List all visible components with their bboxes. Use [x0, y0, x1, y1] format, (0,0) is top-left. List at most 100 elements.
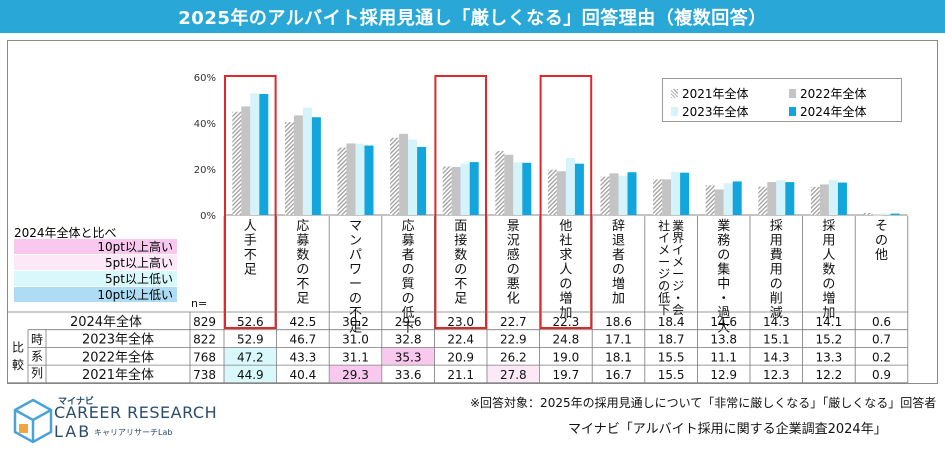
table-value: 43.3 — [290, 350, 317, 364]
table-value: 22.4 — [447, 333, 474, 347]
bar-2021年全体 — [337, 147, 347, 215]
bar-2021年全体 — [758, 186, 768, 215]
bar-2023年全体 — [671, 171, 681, 215]
table-value: 18.7 — [658, 333, 685, 347]
bar-2022年全体 — [714, 189, 724, 215]
table-value: 22.7 — [500, 315, 527, 329]
bar-2024年全体 — [574, 163, 584, 215]
bar-2021年全体 — [442, 166, 452, 215]
highlight-frame — [434, 75, 487, 329]
bar-2022年全体 — [399, 133, 409, 215]
table-value: 13.3 — [816, 350, 843, 364]
table-value: 21.1 — [447, 368, 474, 382]
bar-2023年全体 — [723, 183, 733, 215]
bar-2023年全体 — [565, 157, 575, 215]
bar-2023年全体 — [618, 175, 628, 215]
category-label: 応募者の質の低下 — [402, 219, 415, 336]
table-value: 18.4 — [658, 315, 685, 329]
table-value: 12.3 — [763, 368, 790, 382]
bar-2021年全体 — [390, 137, 400, 215]
table-value: 35.3 — [395, 350, 422, 364]
table-value: 40.4 — [290, 368, 317, 382]
bar-2022年全体 — [346, 143, 356, 215]
table-value: 13.8 — [710, 333, 737, 347]
category-label: 面接数の不足 — [454, 219, 467, 307]
category-label: 景況感の悪化 — [507, 219, 520, 307]
table-value: 19.7 — [553, 368, 580, 382]
table-value: 12.2 — [816, 368, 843, 382]
bar-2022年全体 — [872, 214, 882, 216]
table-value: 19.0 — [553, 350, 580, 364]
cell-highlight — [224, 365, 277, 383]
legend-item-2022: 2022年全体 — [789, 85, 867, 102]
cell-highlight — [382, 347, 434, 365]
table-value: 17.1 — [605, 333, 632, 347]
table-value: 0.9 — [872, 368, 891, 382]
bar-2023年全体 — [828, 180, 838, 215]
table-value: 42.5 — [290, 315, 317, 329]
bar-2022年全体 — [556, 171, 566, 215]
table-row-label: 2022年全体 — [82, 349, 154, 365]
table-value: 15.5 — [658, 368, 685, 382]
table-value: 31.1 — [342, 350, 369, 364]
legend-label: 2022年全体 — [800, 87, 867, 101]
table-value: 14.1 — [816, 315, 843, 329]
table-value: 0.6 — [872, 315, 891, 329]
cell-highlight — [487, 365, 540, 383]
table-value: 18.6 — [605, 315, 632, 329]
category-label: 業務の集中・過大 — [717, 218, 730, 336]
career-research-lab-logo: マイナビ CAREER RESEARCH LAB キャリアリサーチLab — [12, 392, 217, 450]
legend-item-2024: 2024年全体 — [789, 103, 867, 120]
bar-2024年全体 — [837, 182, 847, 215]
bar-2023年全体 — [776, 180, 786, 215]
legend-swatch — [671, 89, 678, 98]
category-label: 採用人数の増加 — [822, 219, 835, 321]
bar-2024年全体 — [417, 146, 427, 215]
bar-2022年全体 — [293, 115, 303, 215]
bar-2023年全体 — [460, 163, 470, 215]
bar-2022年全体 — [451, 166, 461, 215]
bar-2022年全体 — [819, 184, 829, 215]
bar-2021年全体 — [232, 111, 242, 215]
source-note: マイナビ「アルバイト採用に関する企業調査2024年」 — [568, 422, 887, 437]
table-value: 33.6 — [395, 368, 422, 382]
table-value: 11.1 — [710, 350, 737, 364]
bar-2024年全体 — [732, 181, 742, 215]
table-n-value: 738 — [193, 368, 216, 382]
legend-item-2021: 2021年全体 — [671, 85, 749, 102]
y-tick-label: 60% — [194, 73, 216, 84]
table-value: 16.7 — [605, 368, 632, 382]
table-value: 14.6 — [710, 315, 737, 329]
table-value: 20.9 — [447, 350, 474, 364]
table-n-value: 829 — [193, 315, 216, 329]
table-value: 52.9 — [237, 333, 264, 347]
side-label: 時 — [31, 333, 43, 347]
bar-2024年全体 — [627, 172, 637, 215]
bar-2021年全体 — [495, 151, 505, 215]
bar-2022年全体 — [767, 182, 777, 215]
bar-2021年全体 — [600, 176, 610, 215]
table-value: 29.3 — [342, 368, 369, 382]
legend-swatch — [789, 107, 796, 116]
table-value: 0.2 — [872, 350, 891, 364]
bar-2021年全体 — [705, 185, 715, 215]
category-label: 辞退者の増加 — [612, 219, 625, 307]
bar-2021年全体 — [810, 186, 820, 215]
category-label: 応募数の不足 — [296, 219, 309, 307]
table-value: 15.1 — [763, 333, 790, 347]
bar-2023年全体 — [408, 139, 418, 215]
bar-2021年全体 — [863, 212, 873, 215]
footnote: ※回答対象：2025年の採用見通しについて「非常に厳しくなる」「厳しくなる」回答… — [470, 396, 937, 410]
category-label: 採用費用の削減 — [770, 219, 783, 321]
comparison-item: 10pt以上高い — [14, 239, 177, 254]
side-label: 列 — [31, 366, 43, 380]
legend-label: 2021年全体 — [682, 87, 749, 101]
bar-2023年全体 — [250, 93, 260, 215]
bar-2022年全体 — [241, 106, 251, 215]
table-n-value: 822 — [193, 333, 216, 347]
logo-cube-icon — [13, 398, 53, 444]
table-value: 0.7 — [872, 333, 891, 347]
cell-highlight — [329, 365, 382, 383]
highlight-frame — [224, 75, 277, 329]
